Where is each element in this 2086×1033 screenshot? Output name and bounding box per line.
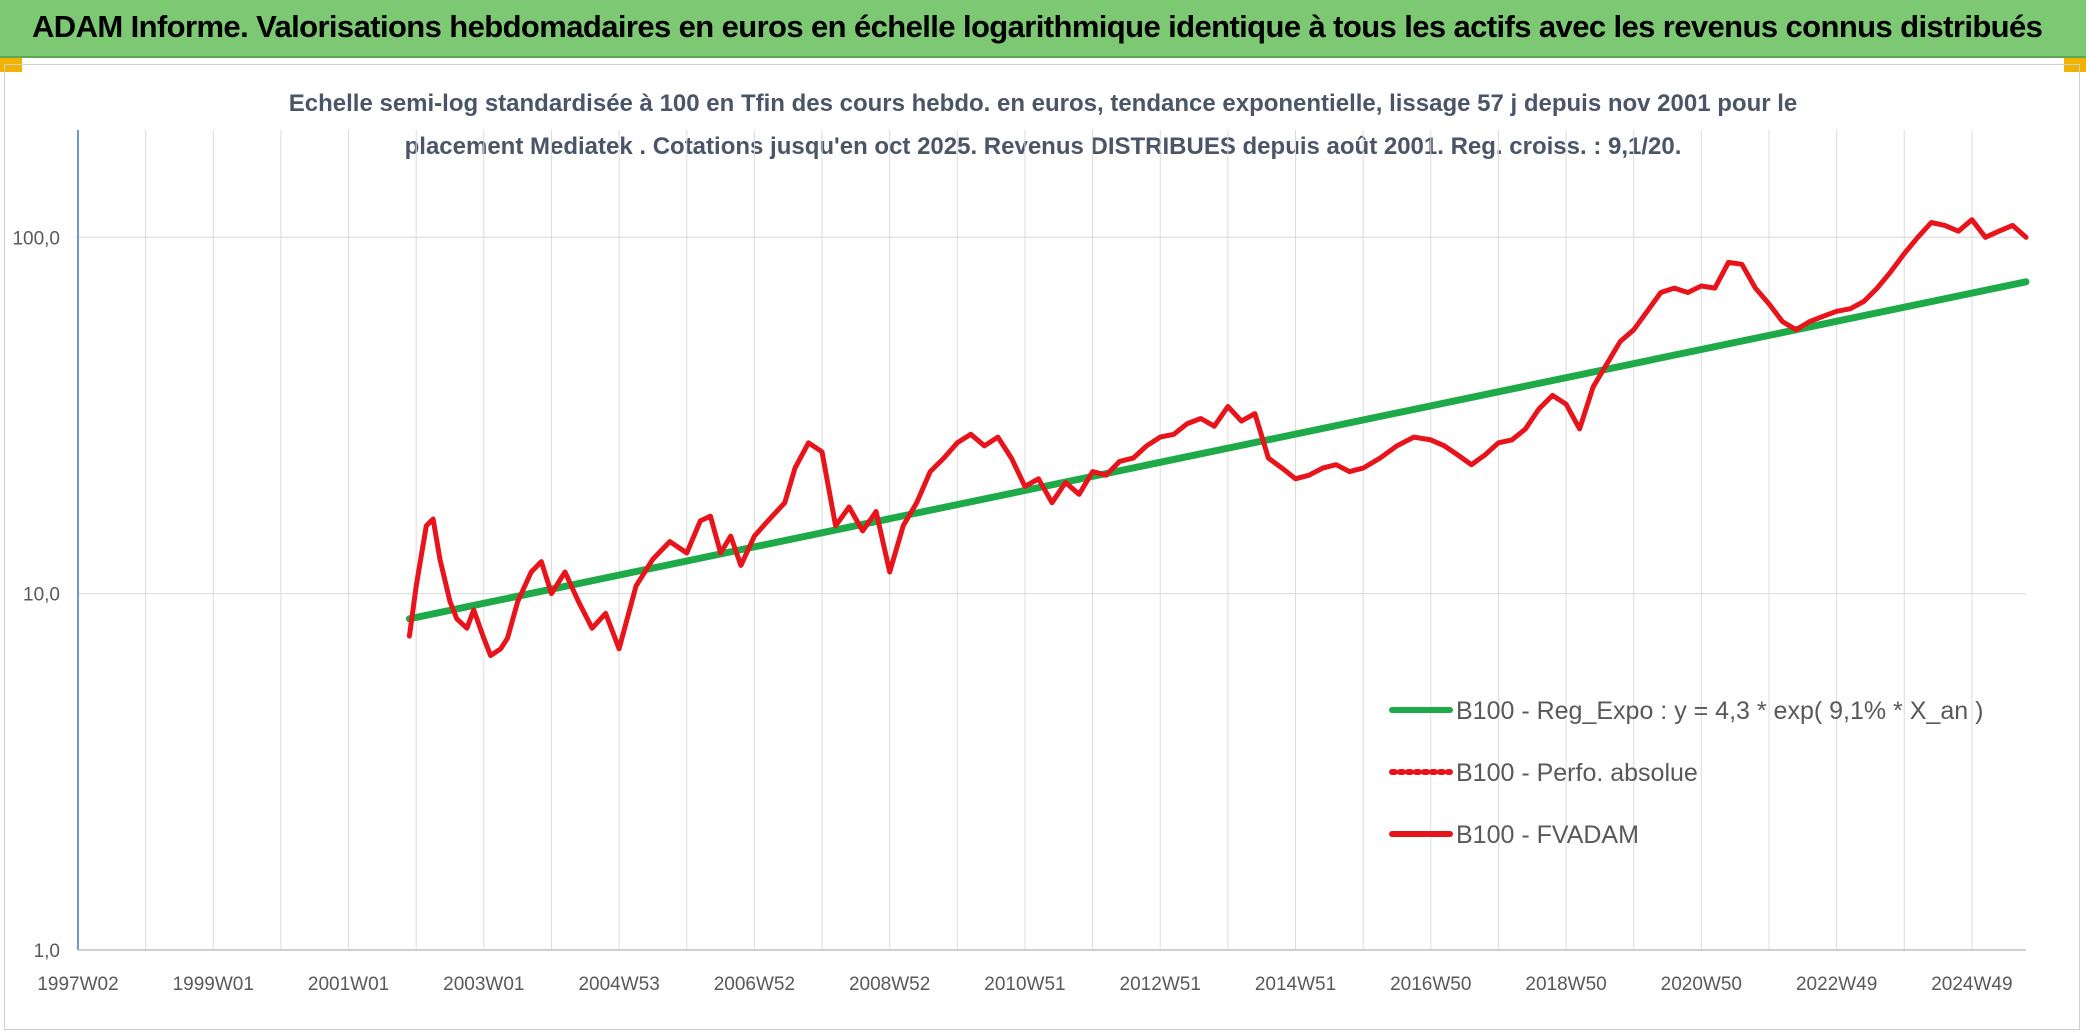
x-tick-label: 2016W50 (1390, 974, 1471, 995)
legend-label-0: B100 - Reg_Expo : y = 4,3 * exp( 9,1% * … (1456, 697, 1983, 725)
report-banner: ADAM Informe. Valorisations hebdomadaire… (0, 0, 2086, 58)
x-tick-label: 2003W01 (443, 974, 524, 995)
x-tick-label: 2008W52 (849, 974, 930, 995)
series-line-2 (406, 217, 2029, 659)
x-tick-label: 2024W49 (1931, 974, 2012, 995)
grid (77, 130, 2026, 951)
x-tick-label: 1999W01 (173, 974, 254, 995)
chart-title-line-2: placement Mediatek . Cotations jusqu'en … (404, 133, 1682, 160)
report-banner-title: ADAM Informe. Valorisations hebdomadaire… (32, 9, 2043, 44)
x-tick-label: 1997W02 (37, 974, 118, 995)
x-tick-label: 2004W53 (578, 974, 659, 995)
x-tick-label: 2001W01 (308, 974, 389, 995)
corner-marker-left (0, 58, 22, 72)
y-tick-label: 1,0 (34, 941, 60, 962)
y-tick-label: 10,0 (23, 585, 60, 606)
axes: 1,0 10,0 100,0 1997W02 1999W01 2001W01 2003W01… (12, 130, 2026, 995)
legend: B100 - Reg_Expo : y = 4,3 * exp( 9,1% * … (1389, 697, 1983, 849)
x-tick-label: 2006W52 (714, 974, 795, 995)
chart-frame (4, 64, 2080, 1030)
x-tick-label: 2022W49 (1796, 974, 1877, 995)
legend-label-2: B100 - FVADAM (1456, 821, 1639, 849)
series-line-0 (405, 278, 2030, 623)
x-tick-label: 2012W51 (1120, 974, 1201, 995)
x-tick-label: 2014W51 (1255, 974, 1336, 995)
x-tick-label: 2010W51 (984, 974, 1065, 995)
series-layer (405, 217, 2030, 659)
y-tick-label: 100,0 (12, 228, 60, 249)
x-tick-label: 2020W50 (1661, 974, 1742, 995)
x-tick-label: 2018W50 (1525, 974, 1606, 995)
legend-label-1: B100 - Perfo. absolue (1456, 759, 1698, 787)
corner-marker-right (2064, 58, 2086, 72)
chart-title-line-1: Echelle semi-log standardisée à 100 en T… (288, 90, 1798, 117)
